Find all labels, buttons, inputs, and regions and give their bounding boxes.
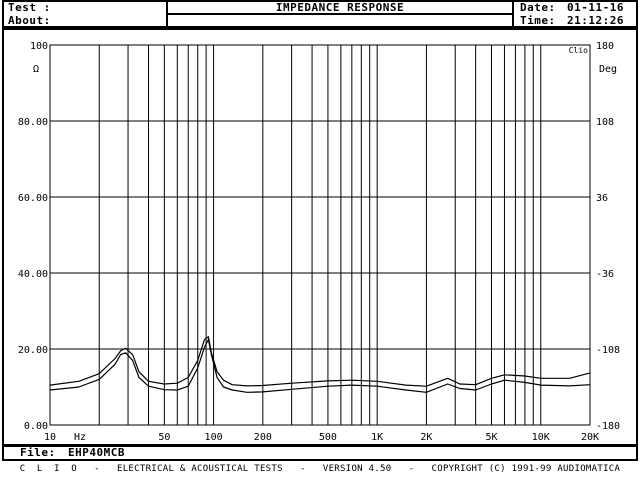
test-label: Test :	[8, 1, 51, 14]
file-bar	[2, 445, 638, 461]
y-tick-label: 40.00	[18, 269, 48, 280]
date-label: Date:	[520, 1, 556, 14]
x-tick-label: 10K	[532, 432, 550, 443]
y-right-tick-label: 180	[596, 41, 614, 52]
file-label: File:	[20, 446, 56, 459]
x-tick-label: 10	[44, 432, 56, 443]
y-right-tick-label: -180	[596, 421, 620, 432]
page-title: IMPEDANCE RESPONSE	[275, 1, 405, 14]
clio-corner-label: Clio	[569, 46, 588, 55]
left-unit-label: Ω	[33, 64, 39, 75]
y-tick-label: 60.00	[18, 193, 48, 204]
series-layer	[49, 336, 591, 393]
x-unit-label: Hz	[74, 432, 86, 443]
x-tick-label: 20K	[581, 432, 599, 443]
grid-layer	[49, 44, 591, 426]
x-tick-label: 500	[319, 432, 337, 443]
x-tick-label: 200	[254, 432, 272, 443]
y-tick-label: 80.00	[18, 117, 48, 128]
header-test-cell	[2, 0, 168, 28]
x-tick-label: 5K	[485, 432, 497, 443]
series-line-2	[49, 338, 591, 393]
y-tick-label: 20.00	[18, 345, 48, 356]
label-layer: 0.00 20.00 40.00 60.00 80.00 100 -180 -108 -36 36…	[18, 41, 620, 443]
y-right-tick-label: 36	[596, 193, 608, 204]
y-tick-label: 0.00	[24, 421, 48, 432]
x-tick-label: 50	[158, 432, 170, 443]
y-tick-label: 100	[30, 41, 48, 52]
about-label: About:	[8, 14, 51, 27]
y-right-tick-label: -108	[596, 345, 620, 356]
file-name: EHP40MCB	[68, 446, 125, 459]
x-tick-label: 100	[205, 432, 223, 443]
x-tick-label: 2K	[420, 432, 432, 443]
y-right-tick-label: -36	[596, 269, 614, 280]
time-value: 21:12:26	[567, 14, 624, 27]
plot-border	[49, 44, 591, 426]
header-divider	[166, 13, 514, 15]
time-label: Time:	[520, 14, 556, 27]
series-line-1	[49, 336, 591, 387]
x-tick-label: 1K	[371, 432, 383, 443]
y-right-tick-label: 108	[596, 117, 614, 128]
footer-copyright: C L I O - ELECTRICAL & ACOUSTICAL TESTS …	[19, 464, 621, 474]
right-unit-label: Deg	[599, 64, 617, 75]
date-value: 01-11-16	[567, 1, 624, 14]
